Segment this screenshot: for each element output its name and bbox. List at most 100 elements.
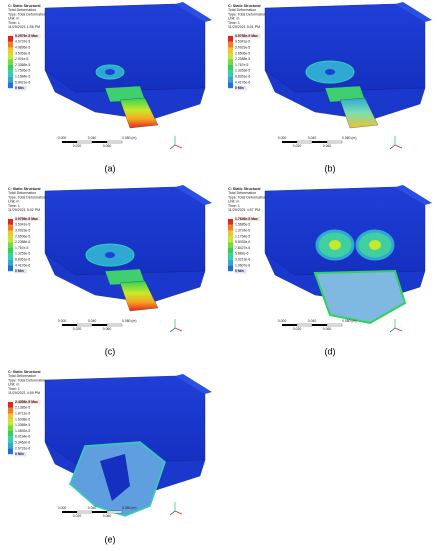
- triad-axis: [389, 327, 396, 333]
- legend-max-box: [234, 33, 261, 39]
- legend-label: 1.3253e-5: [235, 69, 250, 73]
- crack-edge: [100, 454, 130, 501]
- legend-band: [228, 230, 233, 237]
- scale-label: 0.000: [58, 136, 67, 140]
- legend-label: 2.6731e-6: [15, 446, 30, 450]
- scale-segment: [76, 323, 93, 327]
- legend-band: [228, 76, 233, 83]
- legend-band: [228, 259, 233, 266]
- legend-label: 1.767e-5: [235, 63, 248, 67]
- scale-segment: [326, 140, 343, 144]
- scale-label: 0.060: [103, 327, 112, 331]
- legend-band: [8, 259, 13, 266]
- legend-band: [228, 36, 233, 42]
- legend-band: [8, 236, 13, 243]
- legend-band: [8, 253, 13, 260]
- scale-label: 0.040: [308, 319, 317, 323]
- legend-label: 1.1764e-5: [235, 234, 250, 238]
- legend-min-box: [14, 86, 27, 91]
- header-line: Unit: m: [8, 17, 19, 21]
- legend-label: 1.5685e-5: [235, 223, 250, 227]
- header-line: 11/29/2021 1:56 PM: [8, 25, 40, 29]
- legend-label: 4.0895e-5: [15, 45, 30, 49]
- legend-band: [228, 70, 233, 77]
- legend-band: [228, 253, 233, 260]
- legend-band: [8, 425, 13, 431]
- legend-band: [8, 53, 13, 60]
- legend-band: [8, 47, 13, 54]
- scale-segment: [62, 511, 77, 513]
- scale-segment: [62, 324, 77, 326]
- header-line: C: Static Structural: [8, 370, 41, 374]
- header-line: Total Deformation: [8, 8, 36, 12]
- scale-segment: [92, 324, 107, 326]
- header-line: C: Static Structural: [228, 4, 261, 8]
- legend-max-box: [14, 399, 41, 405]
- header-line: Type: Total Deformation: [8, 12, 46, 16]
- legend-band: [8, 442, 13, 449]
- legend-band: [8, 402, 13, 408]
- legend-label: 2.2088e-5: [235, 57, 250, 61]
- scale-label: 0.040: [88, 319, 97, 323]
- loaded-tab: [119, 280, 159, 312]
- triad-axis: [174, 144, 183, 149]
- deformation-core: [369, 240, 381, 250]
- legend-label: 1.3253e-5: [15, 252, 30, 256]
- header-line: Unit: m: [8, 200, 19, 204]
- legend-label: 0 Min: [15, 269, 24, 273]
- scale-segment: [106, 323, 123, 327]
- legend-band: [8, 59, 13, 65]
- header-line: Total Deformation: [8, 374, 36, 378]
- scale-label: 0.000: [278, 136, 287, 140]
- scale-label: 0.000: [58, 319, 67, 323]
- header-line: Type: Total Deformation: [228, 12, 266, 16]
- header-line: Time: 1: [8, 387, 20, 391]
- header-line: 11/29/2021 5:01 PM: [228, 25, 260, 29]
- scale-label: 0.060: [323, 144, 332, 148]
- triad-axis: [394, 327, 403, 332]
- legend-band: [228, 224, 233, 231]
- legend-label: 5.2579e-5 Max: [15, 34, 38, 38]
- scale-label: 0.040: [308, 136, 317, 140]
- scale-segment: [106, 510, 123, 514]
- legend-min-box: [234, 86, 247, 91]
- legend-label: 3.0923e-5: [235, 45, 250, 49]
- header-line: Time: 1: [228, 204, 240, 208]
- deformation-core: [105, 69, 115, 75]
- legend-label: 1.767e-5: [15, 246, 28, 250]
- scale-label: 0.080 (m): [122, 136, 137, 140]
- scale-label: 0.020: [73, 514, 82, 518]
- triad-axis: [169, 510, 176, 516]
- scale-label: 0.080 (m): [342, 136, 357, 140]
- legend-band: [228, 65, 233, 71]
- legend-label: 5.8421e-6: [15, 80, 30, 84]
- legend-label: 4.4176e-6: [15, 263, 30, 267]
- scale-segment: [76, 510, 93, 514]
- legend-band: [228, 47, 233, 54]
- legend-band: [8, 224, 13, 231]
- legend-band: [228, 53, 233, 60]
- scale-label: 0.000: [58, 506, 67, 510]
- scale-segment: [296, 140, 313, 144]
- legend-label: 2.1385e-5: [15, 406, 30, 410]
- legend-label: 3.9758e-5 Max: [235, 34, 258, 38]
- legend-label: 3.5341e-5: [15, 223, 30, 227]
- loaded-tab: [339, 97, 379, 129]
- legend-band: [8, 36, 13, 42]
- legend-band: [8, 70, 13, 77]
- scale-segment: [326, 323, 343, 327]
- scale-label: 0.060: [103, 514, 112, 518]
- header-line: Type: Total Deformation: [8, 378, 46, 382]
- plate-flange: [395, 2, 432, 22]
- legend-label: 8.0194e-6: [15, 435, 30, 439]
- scale-segment: [62, 141, 77, 143]
- legend-label: 5.3462e-6: [15, 440, 30, 444]
- scale-label: 0.020: [73, 144, 82, 148]
- legend-label: 3.5341e-5: [235, 40, 250, 44]
- plate-flange: [175, 374, 212, 394]
